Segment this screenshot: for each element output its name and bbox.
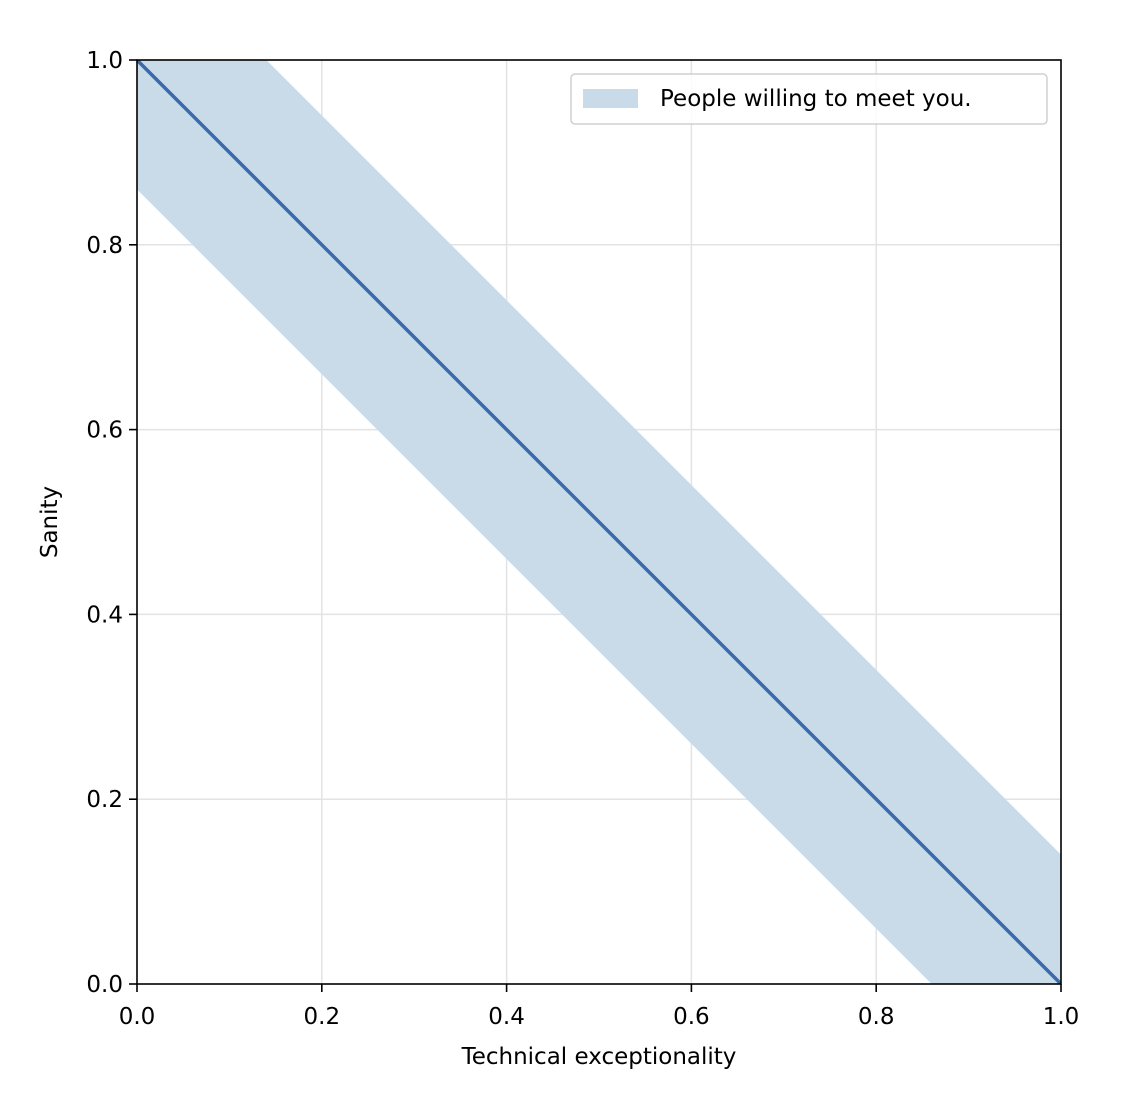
y-tick-label-0: 0.0 <box>86 972 123 998</box>
y-axis-ticks: 0.0 0.2 0.4 0.6 0.8 1.0 <box>86 48 137 998</box>
series-layer <box>137 60 1061 984</box>
y-tick-label-5: 1.0 <box>86 48 123 74</box>
y-axis-label: Sanity <box>37 486 63 558</box>
legend-label: People willing to meet you. <box>660 86 972 112</box>
legend-swatch-band <box>583 89 638 108</box>
x-tick-label-3: 0.6 <box>673 1004 710 1030</box>
series-line-0 <box>137 60 1061 984</box>
legend: People willing to meet you. <box>570 73 1048 125</box>
x-tick-label-0: 0.0 <box>119 1004 156 1030</box>
y-tick-label-4: 0.8 <box>86 233 123 259</box>
y-tick-label-1: 0.2 <box>86 787 123 813</box>
x-tick-label-4: 0.8 <box>858 1004 895 1030</box>
x-axis-label: Technical exceptionality <box>461 1044 737 1070</box>
x-tick-label-1: 0.2 <box>304 1004 341 1030</box>
x-axis-ticks: 0.0 0.2 0.4 0.6 0.8 1.0 <box>119 984 1080 1030</box>
legend-frame <box>570 73 1048 125</box>
x-tick-label-2: 0.4 <box>488 1004 525 1030</box>
y-tick-label-3: 0.6 <box>86 418 123 444</box>
plot-frame <box>136 59 1062 985</box>
x-tick-label-5: 1.0 <box>1043 1004 1080 1030</box>
y-tick-label-2: 0.4 <box>86 602 123 628</box>
